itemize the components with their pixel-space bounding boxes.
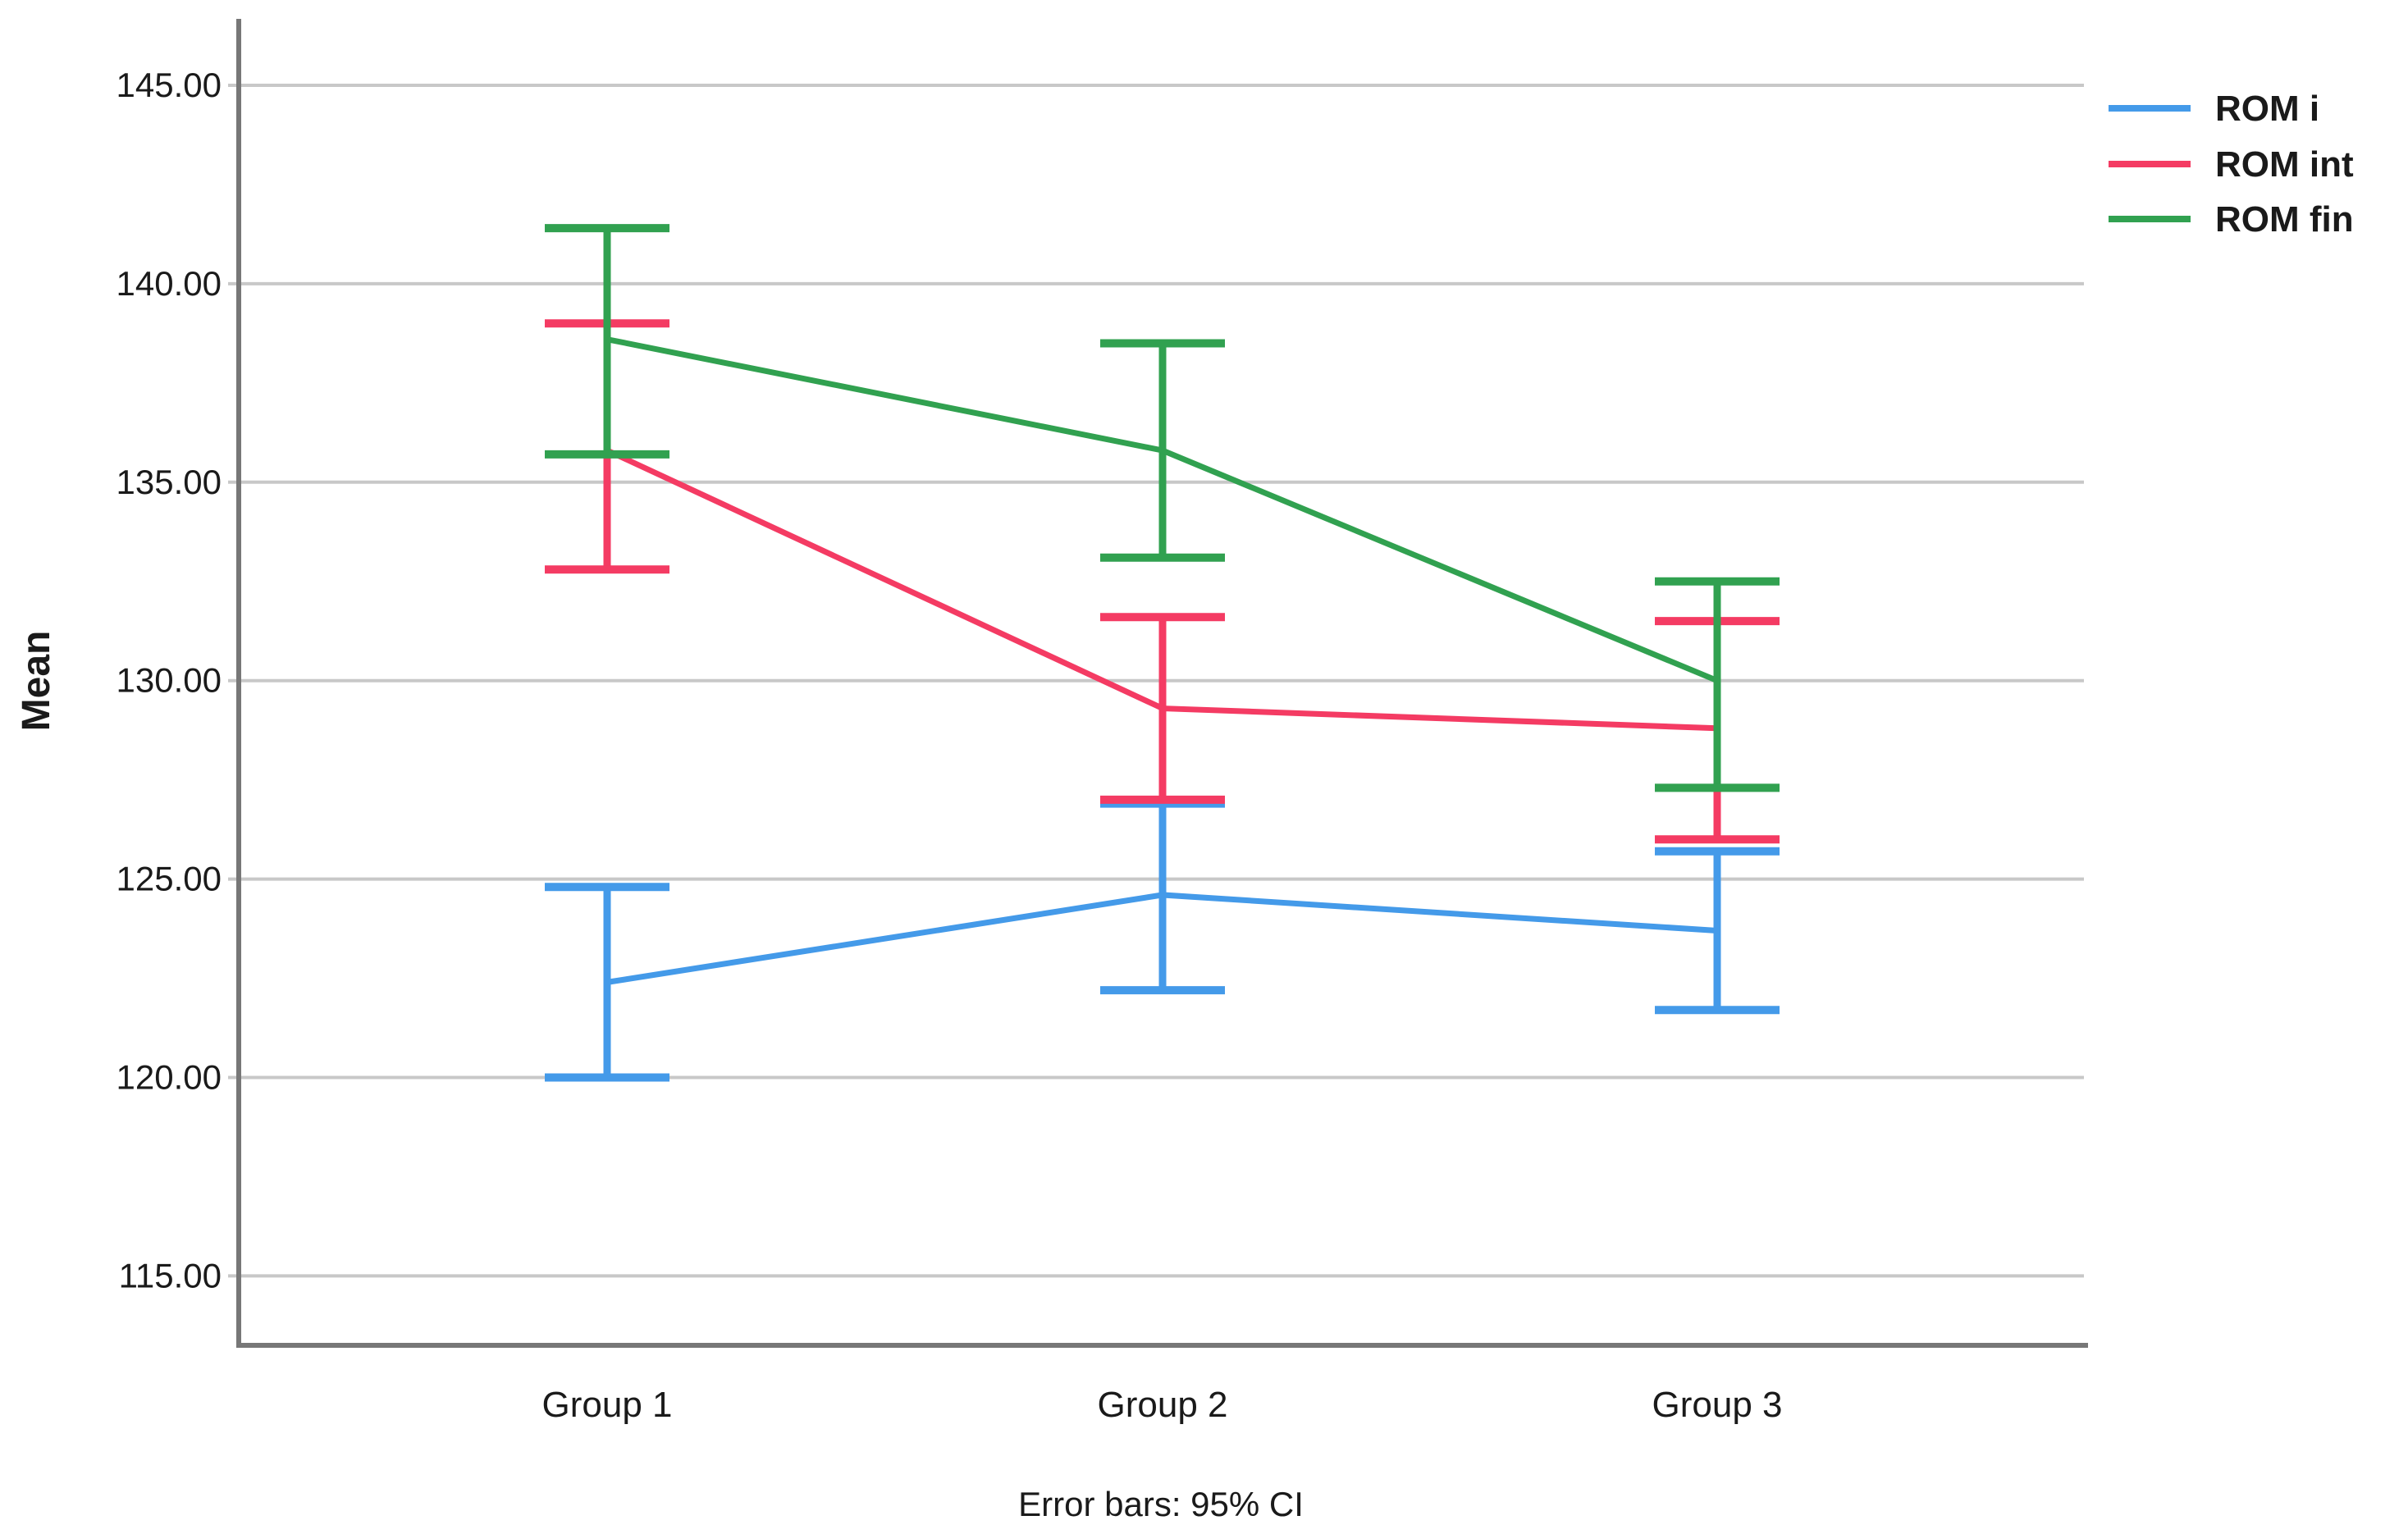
y-tick-label: 130.00: [117, 661, 222, 700]
caption-error-bars: Error bars: 95% CI: [1018, 1485, 1304, 1523]
x-category-label: Group 1: [542, 1385, 673, 1425]
y-tick-label: 140.00: [117, 264, 222, 303]
series-line: [606, 892, 1718, 985]
legend-label: ROM i: [2215, 89, 2319, 129]
series-line: [605, 447, 1718, 732]
x-category-label: Group 3: [1652, 1385, 1783, 1425]
y-tick-label: 115.00: [119, 1256, 222, 1294]
y-tick-label: 120.00: [117, 1058, 222, 1097]
legend-label: ROM fin: [2215, 199, 2354, 240]
series-line: [606, 336, 1719, 683]
y-axis-title: Mean: [15, 631, 58, 732]
y-tick-label: 145.00: [117, 66, 222, 104]
x-category-label: Group 2: [1098, 1385, 1228, 1425]
y-tick-label: 135.00: [117, 463, 222, 501]
legend-label: ROM int: [2215, 144, 2354, 185]
y-tick-label: 125.00: [117, 860, 222, 898]
